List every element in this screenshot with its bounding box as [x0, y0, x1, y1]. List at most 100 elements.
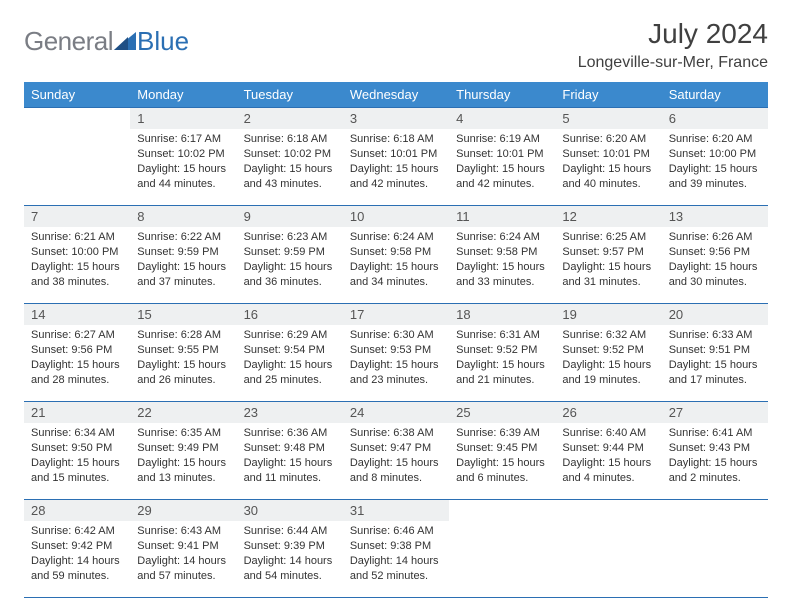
sunrise-line: Sunrise: 6:27 AM	[31, 328, 123, 343]
sunset-line: Sunset: 9:56 PM	[31, 343, 123, 358]
sunset-line: Sunset: 9:47 PM	[350, 441, 442, 456]
calendar-cell	[662, 500, 768, 598]
calendar-cell: 25Sunrise: 6:39 AMSunset: 9:45 PMDayligh…	[449, 402, 555, 500]
sunset-line: Sunset: 10:00 PM	[31, 245, 123, 260]
day-details: Sunrise: 6:20 AMSunset: 10:00 PMDaylight…	[662, 129, 768, 197]
sunset-line: Sunset: 9:50 PM	[31, 441, 123, 456]
calendar-cell: 27Sunrise: 6:41 AMSunset: 9:43 PMDayligh…	[662, 402, 768, 500]
sunrise-line: Sunrise: 6:20 AM	[669, 132, 761, 147]
day-number: 21	[24, 402, 130, 423]
day-details: Sunrise: 6:17 AMSunset: 10:02 PMDaylight…	[130, 129, 236, 197]
calendar-page: General Blue July 2024 Longeville-sur-Me…	[0, 0, 792, 616]
brand-blue: Blue	[137, 26, 189, 57]
daylight-line: Daylight: 15 hours and 37 minutes.	[137, 260, 229, 290]
day-details: Sunrise: 6:41 AMSunset: 9:43 PMDaylight:…	[662, 423, 768, 491]
sunset-line: Sunset: 9:51 PM	[669, 343, 761, 358]
location-label: Longeville-sur-Mer, France	[578, 54, 768, 72]
day-number: 9	[237, 206, 343, 227]
sunset-line: Sunset: 9:45 PM	[456, 441, 548, 456]
daylight-line: Daylight: 15 hours and 4 minutes.	[562, 456, 654, 486]
day-number: 19	[555, 304, 661, 325]
day-number: 20	[662, 304, 768, 325]
calendar-cell: 10Sunrise: 6:24 AMSunset: 9:58 PMDayligh…	[343, 206, 449, 304]
day-number: 5	[555, 108, 661, 129]
sunrise-line: Sunrise: 6:34 AM	[31, 426, 123, 441]
calendar-cell: 2Sunrise: 6:18 AMSunset: 10:02 PMDayligh…	[237, 108, 343, 206]
sunrise-line: Sunrise: 6:32 AM	[562, 328, 654, 343]
brand-logo: General Blue	[24, 18, 189, 57]
title-block: July 2024 Longeville-sur-Mer, France	[578, 18, 768, 72]
calendar-table: SundayMondayTuesdayWednesdayThursdayFrid…	[24, 82, 768, 598]
calendar-cell: 21Sunrise: 6:34 AMSunset: 9:50 PMDayligh…	[24, 402, 130, 500]
sunrise-line: Sunrise: 6:33 AM	[669, 328, 761, 343]
calendar-cell: 6Sunrise: 6:20 AMSunset: 10:00 PMDayligh…	[662, 108, 768, 206]
day-number: 22	[130, 402, 236, 423]
calendar-cell: 28Sunrise: 6:42 AMSunset: 9:42 PMDayligh…	[24, 500, 130, 598]
daylight-line: Daylight: 14 hours and 59 minutes.	[31, 554, 123, 584]
day-number: 7	[24, 206, 130, 227]
daylight-line: Daylight: 15 hours and 21 minutes.	[456, 358, 548, 388]
calendar-cell: 14Sunrise: 6:27 AMSunset: 9:56 PMDayligh…	[24, 304, 130, 402]
calendar-week: 7 Sunrise: 6:21 AMSunset: 10:00 PM Dayligh…	[24, 206, 768, 304]
sunrise-line: Sunrise: 6:25 AM	[562, 230, 654, 245]
day-details: Sunrise: 6:18 AMSunset: 10:02 PMDaylight…	[237, 129, 343, 197]
calendar-cell: 5Sunrise: 6:20 AMSunset: 10:01 PMDayligh…	[555, 108, 661, 206]
sunrise-line: Sunrise: 6:20 AM	[562, 132, 654, 147]
sunrise-line: Sunrise: 6:21 AM	[31, 230, 123, 245]
daylight-line: Daylight: 15 hours and 42 minutes.	[456, 162, 548, 192]
sunrise-line: Sunrise: 6:18 AM	[350, 132, 442, 147]
sunrise-line: Sunrise: 6:35 AM	[137, 426, 229, 441]
day-number: 23	[237, 402, 343, 423]
calendar-cell: 18Sunrise: 6:31 AMSunset: 9:52 PMDayligh…	[449, 304, 555, 402]
calendar-cell	[555, 500, 661, 598]
calendar-cell: 19Sunrise: 6:32 AMSunset: 9:52 PMDayligh…	[555, 304, 661, 402]
day-number: 16	[237, 304, 343, 325]
daylight-line: Daylight: 14 hours and 54 minutes.	[244, 554, 336, 584]
day-number: 28	[24, 500, 130, 521]
daylight-line: Daylight: 15 hours and 40 minutes.	[562, 162, 654, 192]
day-number: 30	[237, 500, 343, 521]
calendar-cell: 29Sunrise: 6:43 AMSunset: 9:41 PMDayligh…	[130, 500, 236, 598]
sunset-line: Sunset: 9:57 PM	[562, 245, 654, 260]
sunset-line: Sunset: 9:52 PM	[456, 343, 548, 358]
sunrise-line: Sunrise: 6:46 AM	[350, 524, 442, 539]
calendar-cell: 3Sunrise: 6:18 AMSunset: 10:01 PMDayligh…	[343, 108, 449, 206]
calendar-cell: 26Sunrise: 6:40 AMSunset: 9:44 PMDayligh…	[555, 402, 661, 500]
calendar-cell: 24Sunrise: 6:38 AMSunset: 9:47 PMDayligh…	[343, 402, 449, 500]
day-details: Sunrise: 6:38 AMSunset: 9:47 PMDaylight:…	[343, 423, 449, 491]
calendar-cell: 20Sunrise: 6:33 AMSunset: 9:51 PMDayligh…	[662, 304, 768, 402]
day-details: Sunrise: 6:29 AMSunset: 9:54 PMDaylight:…	[237, 325, 343, 393]
sunset-line: Sunset: 9:42 PM	[31, 539, 123, 554]
triangle-icon	[114, 30, 136, 55]
day-details: Sunrise: 6:24 AMSunset: 9:58 PMDaylight:…	[343, 227, 449, 295]
sunset-line: Sunset: 9:39 PM	[244, 539, 336, 554]
sunset-line: Sunset: 10:02 PM	[137, 147, 229, 162]
calendar-cell: 16Sunrise: 6:29 AMSunset: 9:54 PMDayligh…	[237, 304, 343, 402]
sunset-line: Sunset: 9:43 PM	[669, 441, 761, 456]
sunrise-line: Sunrise: 6:29 AM	[244, 328, 336, 343]
day-number: 17	[343, 304, 449, 325]
sunrise-line: Sunrise: 6:26 AM	[669, 230, 761, 245]
calendar-week: 14Sunrise: 6:27 AMSunset: 9:56 PMDayligh…	[24, 304, 768, 402]
day-details: Sunrise: 6:25 AMSunset: 9:57 PMDaylight:…	[555, 227, 661, 295]
sunset-line: Sunset: 9:48 PM	[244, 441, 336, 456]
day-details: Sunrise: 6:39 AMSunset: 9:45 PMDaylight:…	[449, 423, 555, 491]
day-number: 10	[343, 206, 449, 227]
daylight-line: Daylight: 15 hours and 2 minutes.	[669, 456, 761, 486]
sunset-line: Sunset: 9:49 PM	[137, 441, 229, 456]
calendar-cell: 22Sunrise: 6:35 AMSunset: 9:49 PMDayligh…	[130, 402, 236, 500]
weekday-tuesday: Tuesday	[237, 82, 343, 108]
sunset-line: Sunset: 10:00 PM	[669, 147, 761, 162]
weekday-thursday: Thursday	[449, 82, 555, 108]
sunset-line: Sunset: 9:44 PM	[562, 441, 654, 456]
calendar-cell: 30Sunrise: 6:44 AMSunset: 9:39 PMDayligh…	[237, 500, 343, 598]
sunrise-line: Sunrise: 6:17 AM	[137, 132, 229, 147]
weekday-header: SundayMondayTuesdayWednesdayThursdayFrid…	[24, 82, 768, 108]
daylight-line: Daylight: 15 hours and 8 minutes.	[350, 456, 442, 486]
day-number: 8	[130, 206, 236, 227]
day-number: 27	[662, 402, 768, 423]
daylight-line: Daylight: 15 hours and 26 minutes.	[137, 358, 229, 388]
sunrise-line: Sunrise: 6:41 AM	[669, 426, 761, 441]
day-details: Sunrise: 6:19 AMSunset: 10:01 PMDaylight…	[449, 129, 555, 197]
day-details: Sunrise: 6:30 AMSunset: 9:53 PMDaylight:…	[343, 325, 449, 393]
